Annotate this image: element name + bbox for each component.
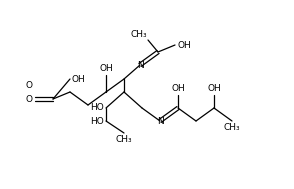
Text: N: N xyxy=(157,116,163,125)
Text: HO: HO xyxy=(90,104,104,112)
Text: HO: HO xyxy=(90,116,104,125)
Text: OH: OH xyxy=(99,64,113,73)
Text: CH₃: CH₃ xyxy=(224,123,240,132)
Text: O: O xyxy=(26,81,33,91)
Text: N: N xyxy=(137,60,143,70)
Text: CH₃: CH₃ xyxy=(116,135,132,144)
Text: OH: OH xyxy=(177,40,191,50)
Text: OH: OH xyxy=(207,84,221,93)
Text: CH₃: CH₃ xyxy=(130,30,147,39)
Text: OH: OH xyxy=(171,84,185,93)
Text: O: O xyxy=(26,94,33,104)
Text: OH: OH xyxy=(72,74,86,84)
